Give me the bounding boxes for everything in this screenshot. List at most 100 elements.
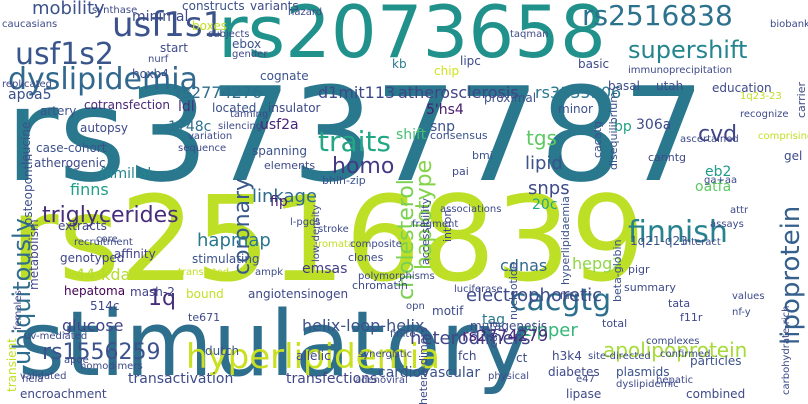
word: l-pgds — [290, 217, 321, 228]
word: pigr — [628, 263, 650, 276]
word: translated — [178, 267, 230, 278]
word: gel — [784, 149, 803, 163]
word: fat — [560, 291, 574, 302]
word: stimulatory — [18, 292, 531, 397]
word: extracts — [58, 219, 107, 233]
word: complexes — [646, 336, 700, 347]
word: ampk — [255, 267, 284, 278]
word: atherosclerosis — [398, 83, 519, 102]
word: usf1s1 — [112, 5, 225, 45]
word: artery — [40, 104, 77, 118]
word: dyslipidemic — [616, 379, 679, 390]
word: transactivation — [128, 371, 234, 387]
word: affinity — [114, 247, 156, 261]
word: mutagenesis — [470, 319, 548, 333]
word: comprising — [758, 131, 808, 142]
word: assays — [710, 219, 744, 230]
word: lipase — [566, 387, 602, 401]
word: uv-mediated — [24, 331, 88, 342]
word: allelic — [296, 349, 331, 363]
word: stimulating — [192, 252, 260, 266]
word: case-cohort — [36, 141, 107, 155]
word: eb2 — [705, 164, 732, 180]
word: lipc — [460, 54, 481, 68]
word: cdnas — [500, 256, 548, 275]
word: usf1s2 — [15, 37, 115, 72]
word: familial — [100, 166, 152, 182]
word: summary — [624, 281, 676, 294]
word: zipper — [522, 320, 578, 341]
word: silencing — [218, 121, 263, 132]
word: 306a — [636, 117, 672, 133]
word: validated — [20, 371, 67, 382]
word: e47 — [576, 374, 595, 385]
word: f11r — [680, 311, 703, 324]
word: 5'hs4 — [426, 102, 464, 118]
word: 44-kda — [75, 265, 131, 284]
word: total — [602, 317, 628, 330]
word: 1q23-23 — [740, 91, 782, 102]
word: site-directed — [588, 351, 651, 362]
word: hepatoma — [64, 284, 126, 298]
word: osteopontin — [21, 153, 35, 225]
word: cdna — [487, 321, 500, 348]
word: encroachment — [20, 387, 107, 401]
word: rs3737787 — [5, 59, 706, 211]
word: ascertained — [680, 134, 739, 145]
word: homodimers — [80, 361, 143, 372]
word: transfections — [286, 371, 378, 387]
word: recognize — [740, 109, 789, 120]
word: cardiovascular — [378, 365, 481, 381]
word: variation — [188, 131, 233, 142]
word: rs2774279 — [462, 326, 549, 345]
word: 20c — [532, 197, 558, 213]
word: hyperlipidaemia — [559, 196, 572, 285]
word: hazard — [288, 7, 323, 18]
word: confirmed — [660, 349, 711, 360]
word: tanning — [230, 109, 269, 120]
word: snp — [430, 119, 456, 135]
word: glucose — [62, 316, 124, 335]
word: cacgtg — [510, 283, 612, 318]
word: 514c — [90, 299, 120, 313]
word: finns — [70, 180, 109, 199]
word: composite — [350, 239, 402, 250]
word: ct — [516, 351, 528, 365]
word: kb — [392, 57, 407, 71]
word: ga+aa — [704, 175, 738, 186]
word: homo — [332, 154, 395, 179]
word: hetero-dimers — [417, 327, 430, 404]
word: synthase — [92, 5, 138, 16]
word: angiotensinogen — [248, 287, 349, 301]
word: immunoprecipitation — [628, 65, 733, 76]
word: stroke — [318, 224, 349, 235]
word: rs1556259 — [42, 340, 161, 365]
word: autopsy — [80, 121, 128, 135]
word: transient — [5, 338, 19, 392]
word: spanning — [252, 144, 307, 158]
word: utah — [656, 79, 684, 93]
word: boxes — [192, 19, 227, 33]
word: disequilibrium — [607, 92, 620, 170]
word: bp — [614, 119, 632, 135]
word: taqman — [510, 29, 549, 40]
word: dutch — [205, 344, 240, 358]
word: triglycerides — [42, 203, 179, 228]
word: subjects — [208, 29, 250, 40]
word: low-density — [311, 204, 322, 262]
word: attr — [730, 205, 749, 216]
word: hepg2 — [572, 254, 623, 273]
word: chromatin — [352, 279, 408, 292]
word: biobank — [770, 19, 808, 30]
word: d1mit113 — [318, 83, 396, 102]
word: basic — [578, 57, 610, 71]
word: accessibility — [419, 197, 432, 265]
word: opn — [406, 301, 425, 312]
word: helix-loop-helix — [302, 316, 425, 335]
word: proximal — [484, 91, 537, 105]
word: snps — [528, 178, 570, 199]
word: electrophoretic — [466, 285, 603, 306]
word: minor — [558, 102, 593, 116]
word: combined — [686, 387, 746, 401]
word: oatfa — [695, 179, 732, 195]
